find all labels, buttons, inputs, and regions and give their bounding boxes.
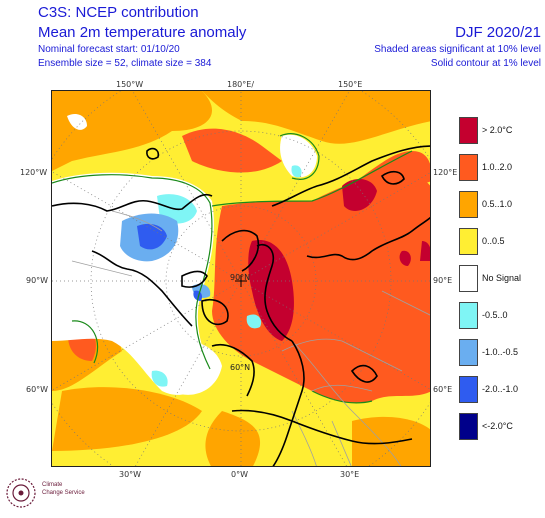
lon-label-120w: 120°W (20, 168, 48, 177)
country-borders (71, 210, 430, 466)
legend-label: > 2.0°C (482, 125, 513, 135)
lat-label-90n: 90°N (230, 273, 251, 282)
climate-logo-icon (6, 478, 36, 508)
significance-contours (52, 133, 413, 404)
legend-swatch (459, 191, 478, 218)
legend-label: <-2.0°C (482, 421, 513, 431)
lon-label-150e: 150°E (338, 80, 363, 89)
legend-swatch (459, 413, 478, 440)
logo-text-line1: Climate (42, 482, 63, 488)
contour-significance-note: Solid contour at 1% level (430, 58, 541, 69)
lon-label-150w: 150°W (116, 80, 144, 89)
chart-title: C3S: NCEP contribution (38, 4, 199, 21)
legend-item: 0..0.5 (459, 228, 539, 255)
legend-item: 0.5..1.0 (459, 191, 539, 218)
legend-item: > 2.0°C (459, 117, 539, 144)
legend-item: -2.0..-1.0 (459, 376, 539, 403)
anomaly-map: 90°N 60°N (51, 90, 431, 467)
anomaly-map-canvas (52, 91, 430, 466)
legend-swatch (459, 339, 478, 366)
forecast-start-text: Nominal forecast start: 01/10/20 (38, 44, 180, 55)
lon-label-90w: 90°W (26, 276, 49, 285)
north-pole-marker (235, 275, 247, 287)
season-label: DJF 2020/21 (455, 24, 541, 41)
legend-swatch (459, 265, 478, 292)
lon-label-30e: 30°E (340, 470, 360, 479)
anomaly-above-2.0-regions (248, 179, 430, 341)
legend-item: No Signal (459, 265, 539, 292)
coastlines (52, 145, 430, 466)
legend-label: 1.0..2.0 (482, 162, 513, 172)
lon-label-60w: 60°W (26, 385, 49, 394)
legend-item: <-2.0°C (459, 413, 539, 440)
lon-label-90e: 90°E (433, 276, 453, 285)
lon-label-60e: 60°E (433, 385, 453, 394)
legend-swatch (459, 228, 478, 255)
legend-item: -1.0..-0.5 (459, 339, 539, 366)
legend-swatch (459, 302, 478, 329)
lon-label-120e: 120°E (433, 168, 458, 177)
legend-swatch (459, 117, 478, 144)
lon-label-180: 180°E/ (227, 80, 255, 89)
lon-label-30w: 30°W (119, 470, 142, 479)
ensemble-size-text: Ensemble size = 52, climate size = 384 (38, 58, 212, 69)
legend-label: 0..0.5 (482, 236, 505, 246)
legend-label: 0.5..1.0 (482, 199, 513, 209)
legend-item: -0.5..0 (459, 302, 539, 329)
variable-title: Mean 2m temperature anomaly (38, 24, 247, 41)
legend-swatch (459, 154, 478, 181)
legend-label: -2.0..-1.0 (482, 384, 519, 394)
legend-label: No Signal (482, 273, 522, 283)
logo-text-line2: Change Service (42, 490, 85, 496)
legend-label: -0.5..0 (482, 310, 508, 320)
legend-swatch (459, 376, 478, 403)
lon-label-0w: 0°W (231, 470, 248, 479)
graticule (52, 91, 430, 466)
copernicus-climate-logo: Climate Change Service (4, 474, 114, 514)
shading-significance-note: Shaded areas significant at 10% level (374, 44, 541, 55)
legend-label: -1.0..-0.5 (482, 347, 519, 357)
anomaly-1.0-2.0-regions (68, 128, 430, 403)
legend-item: 1.0..2.0 (459, 154, 539, 181)
lat-label-60n: 60°N (230, 363, 251, 372)
